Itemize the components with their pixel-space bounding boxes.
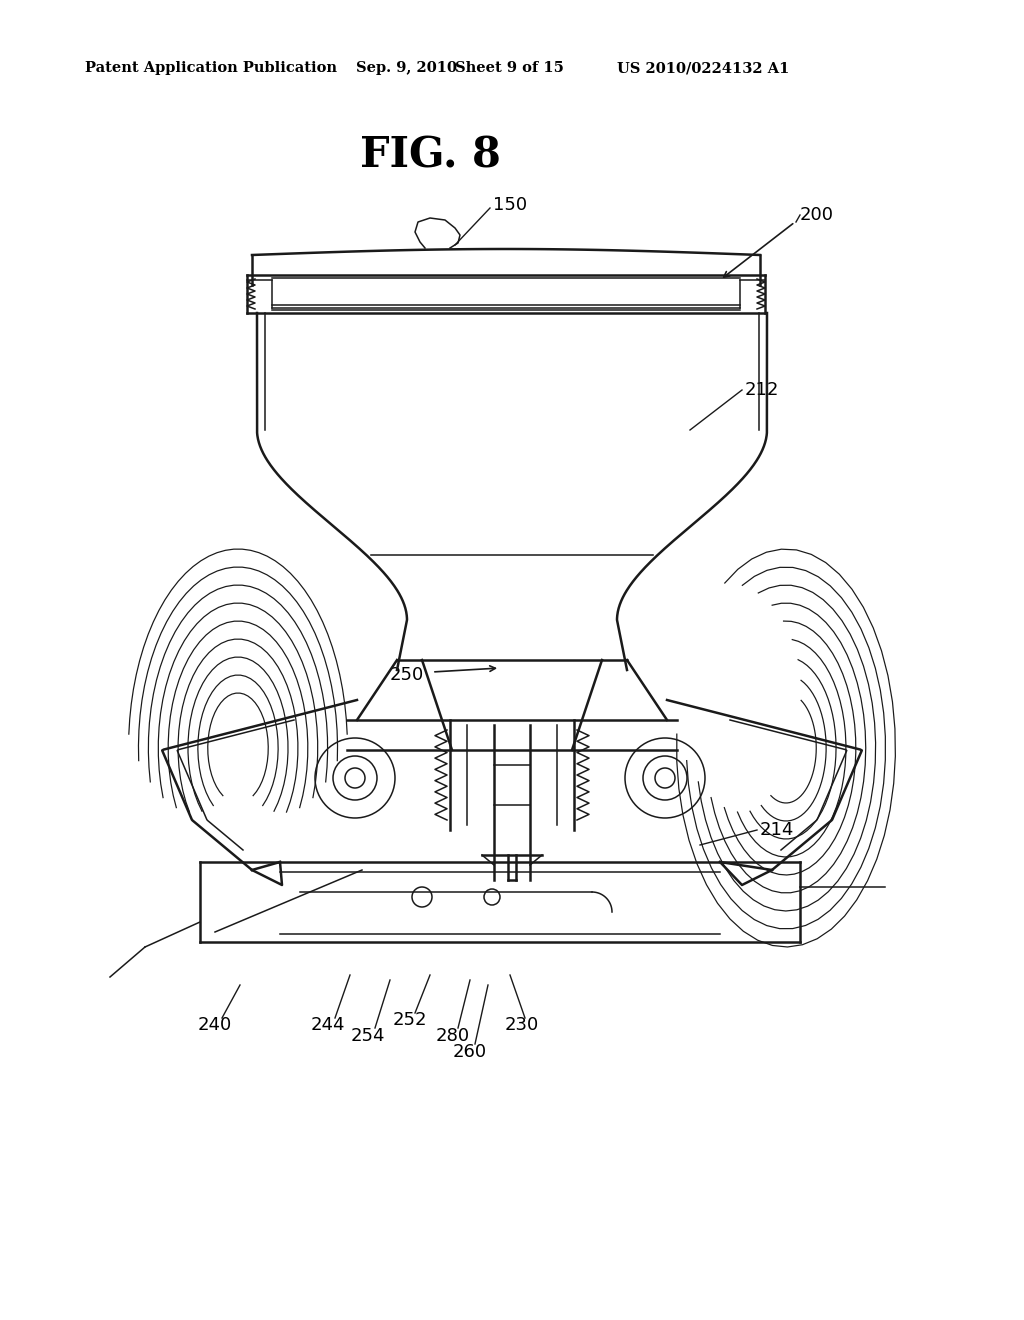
Text: Sep. 9, 2010: Sep. 9, 2010 [356,61,457,75]
Text: 212: 212 [745,381,779,399]
Text: FIG. 8: FIG. 8 [359,135,501,176]
Text: 250: 250 [390,667,424,684]
Text: US 2010/0224132 A1: US 2010/0224132 A1 [617,61,790,75]
Text: 254: 254 [351,1027,385,1045]
Text: 240: 240 [198,1016,232,1034]
Text: 244: 244 [310,1016,345,1034]
Text: 214: 214 [760,821,795,840]
Text: 200: 200 [800,206,834,224]
Text: 280: 280 [436,1027,470,1045]
Text: 252: 252 [393,1011,427,1030]
Text: Patent Application Publication: Patent Application Publication [85,61,337,75]
Text: 260: 260 [453,1043,487,1061]
Text: Sheet 9 of 15: Sheet 9 of 15 [455,61,564,75]
Text: 150: 150 [493,195,527,214]
Text: 230: 230 [505,1016,539,1034]
